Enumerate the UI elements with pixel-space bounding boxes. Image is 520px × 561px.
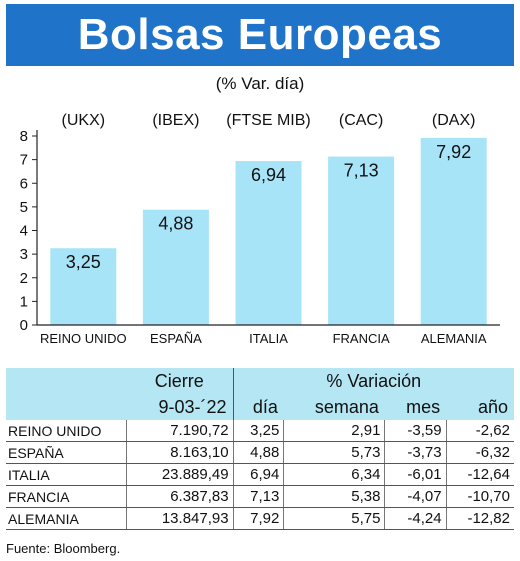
row-dia: 4,88 <box>233 441 285 464</box>
table-row: REINO UNIDO 7.190,72 3,25 2,91 -3,59 -2,… <box>6 420 514 442</box>
row-dia: 7,92 <box>233 507 285 530</box>
category-label: ESPAÑA <box>150 331 202 346</box>
chart-subtitle: (% Var. día) <box>215 74 305 93</box>
bar-chart: 0 1 2 3 4 5 6 7 8 3,25 (UKX) REINO UNIDO 4,88 (IBEX) E… <box>20 112 500 346</box>
row-anio: -12,82 <box>446 507 514 530</box>
row-mes: -6,01 <box>384 463 447 486</box>
variacion-header: % Variación <box>233 368 514 394</box>
chart-title: Bolsas Europeas <box>77 10 443 59</box>
value-label: 7,92 <box>436 142 471 162</box>
date-header: 9-03-´22 <box>126 394 234 420</box>
corner-cell <box>6 368 126 394</box>
category-label: REINO UNIDO <box>40 331 127 346</box>
value-label: 7,13 <box>344 161 379 181</box>
row-dia: 7,13 <box>233 485 285 508</box>
semana-header: semana <box>283 394 385 420</box>
row-cierre: 8.163,10 <box>126 441 234 464</box>
category-label: FRANCIA <box>333 331 390 346</box>
index-label: (DAX) <box>432 112 476 129</box>
row-semana: 6,34 <box>283 463 386 486</box>
table-group-header: Cierre % Variación <box>6 368 514 394</box>
market-table: Cierre % Variación 9-03-´22 día semana m… <box>6 368 514 530</box>
row-semana: 2,91 <box>283 420 386 442</box>
row-name: FRANCIA <box>6 485 127 508</box>
cierre-header: Cierre <box>126 368 234 394</box>
row-semana: 5,38 <box>283 485 386 508</box>
y-tick-label: 8 <box>20 128 28 145</box>
y-tick-label: 5 <box>20 199 28 216</box>
y-tick-label: 2 <box>20 270 28 287</box>
bar-5 <box>420 137 487 325</box>
row-dia: 6,94 <box>233 463 285 486</box>
y-tick-label: 3 <box>20 246 28 263</box>
y-tick-label: 1 <box>20 293 28 310</box>
table-sub-header: 9-03-´22 día semana mes año <box>6 394 514 420</box>
row-name: ALEMANIA <box>6 507 127 530</box>
row-cierre: 13.847,93 <box>126 507 234 530</box>
index-label: (UKX) <box>62 112 106 129</box>
anio-header: año <box>446 394 514 420</box>
row-dia: 3,25 <box>233 420 285 442</box>
bar-1 <box>50 248 117 325</box>
row-mes: -4,24 <box>384 507 447 530</box>
index-label: (IBEX) <box>152 112 199 129</box>
row-name: REINO UNIDO <box>6 420 127 442</box>
value-label: 3,25 <box>66 252 101 272</box>
table-row: ITALIA 23.889,49 6,94 6,34 -6,01 -12,64 <box>6 463 514 486</box>
row-cierre: 7.190,72 <box>126 420 234 442</box>
y-tick-label: 4 <box>20 223 28 240</box>
row-semana: 5,73 <box>283 441 386 464</box>
dia-header: día <box>233 394 284 420</box>
row-cierre: 6.387,83 <box>126 485 234 508</box>
index-label: (FTSE MIB) <box>226 112 310 129</box>
value-label: 4,88 <box>158 214 193 234</box>
y-tick-label: 6 <box>20 175 28 192</box>
bar-3 <box>235 161 302 325</box>
row-anio: -10,70 <box>446 485 514 508</box>
row-name: ITALIA <box>6 463 127 486</box>
table-row: ALEMANIA 13.847,93 7,92 5,75 -4,24 -12,8… <box>6 507 514 530</box>
title-banner: Bolsas Europeas <box>6 4 514 66</box>
row-anio: -6,32 <box>446 441 514 464</box>
source-note: Fuente: Bloomberg. <box>6 541 121 556</box>
row-mes: -3,73 <box>384 441 447 464</box>
y-tick-label: 0 <box>20 317 28 334</box>
row-anio: -12,64 <box>446 463 514 486</box>
row-cierre: 23.889,49 <box>126 463 234 486</box>
corner-cell-2 <box>6 394 126 420</box>
bar-2 <box>142 209 209 325</box>
index-label: (CAC) <box>339 112 383 129</box>
bar-4 <box>328 156 395 325</box>
row-mes: -4,07 <box>384 485 447 508</box>
row-semana: 5,75 <box>283 507 386 530</box>
row-name: ESPAÑA <box>6 441 127 464</box>
mes-header: mes <box>384 394 447 420</box>
row-mes: -3,59 <box>384 420 447 442</box>
category-label: ITALIA <box>249 331 288 346</box>
value-label: 6,94 <box>251 165 286 185</box>
y-tick-label: 7 <box>20 152 28 169</box>
category-label: ALEMANIA <box>421 331 487 346</box>
row-anio: -2,62 <box>446 420 514 442</box>
table-row: ESPAÑA 8.163,10 4,88 5,73 -3,73 -6,32 <box>6 441 514 464</box>
table-row: FRANCIA 6.387,83 7,13 5,38 -4,07 -10,70 <box>6 485 514 508</box>
